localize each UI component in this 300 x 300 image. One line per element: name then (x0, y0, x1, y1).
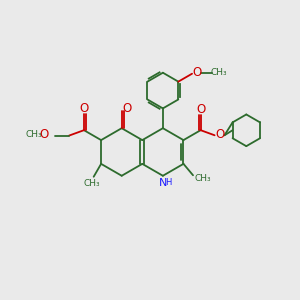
Text: CH₃: CH₃ (211, 68, 227, 77)
Text: O: O (192, 66, 202, 79)
Text: CH₃: CH₃ (83, 179, 100, 188)
Text: O: O (79, 102, 88, 115)
Text: H: H (165, 178, 171, 187)
Text: O: O (196, 103, 205, 116)
Text: CH₃: CH₃ (195, 174, 211, 183)
Text: CH₃: CH₃ (25, 130, 42, 139)
Text: N: N (159, 178, 167, 188)
Text: O: O (215, 128, 224, 141)
Text: O: O (122, 102, 131, 115)
Text: O: O (40, 128, 49, 141)
